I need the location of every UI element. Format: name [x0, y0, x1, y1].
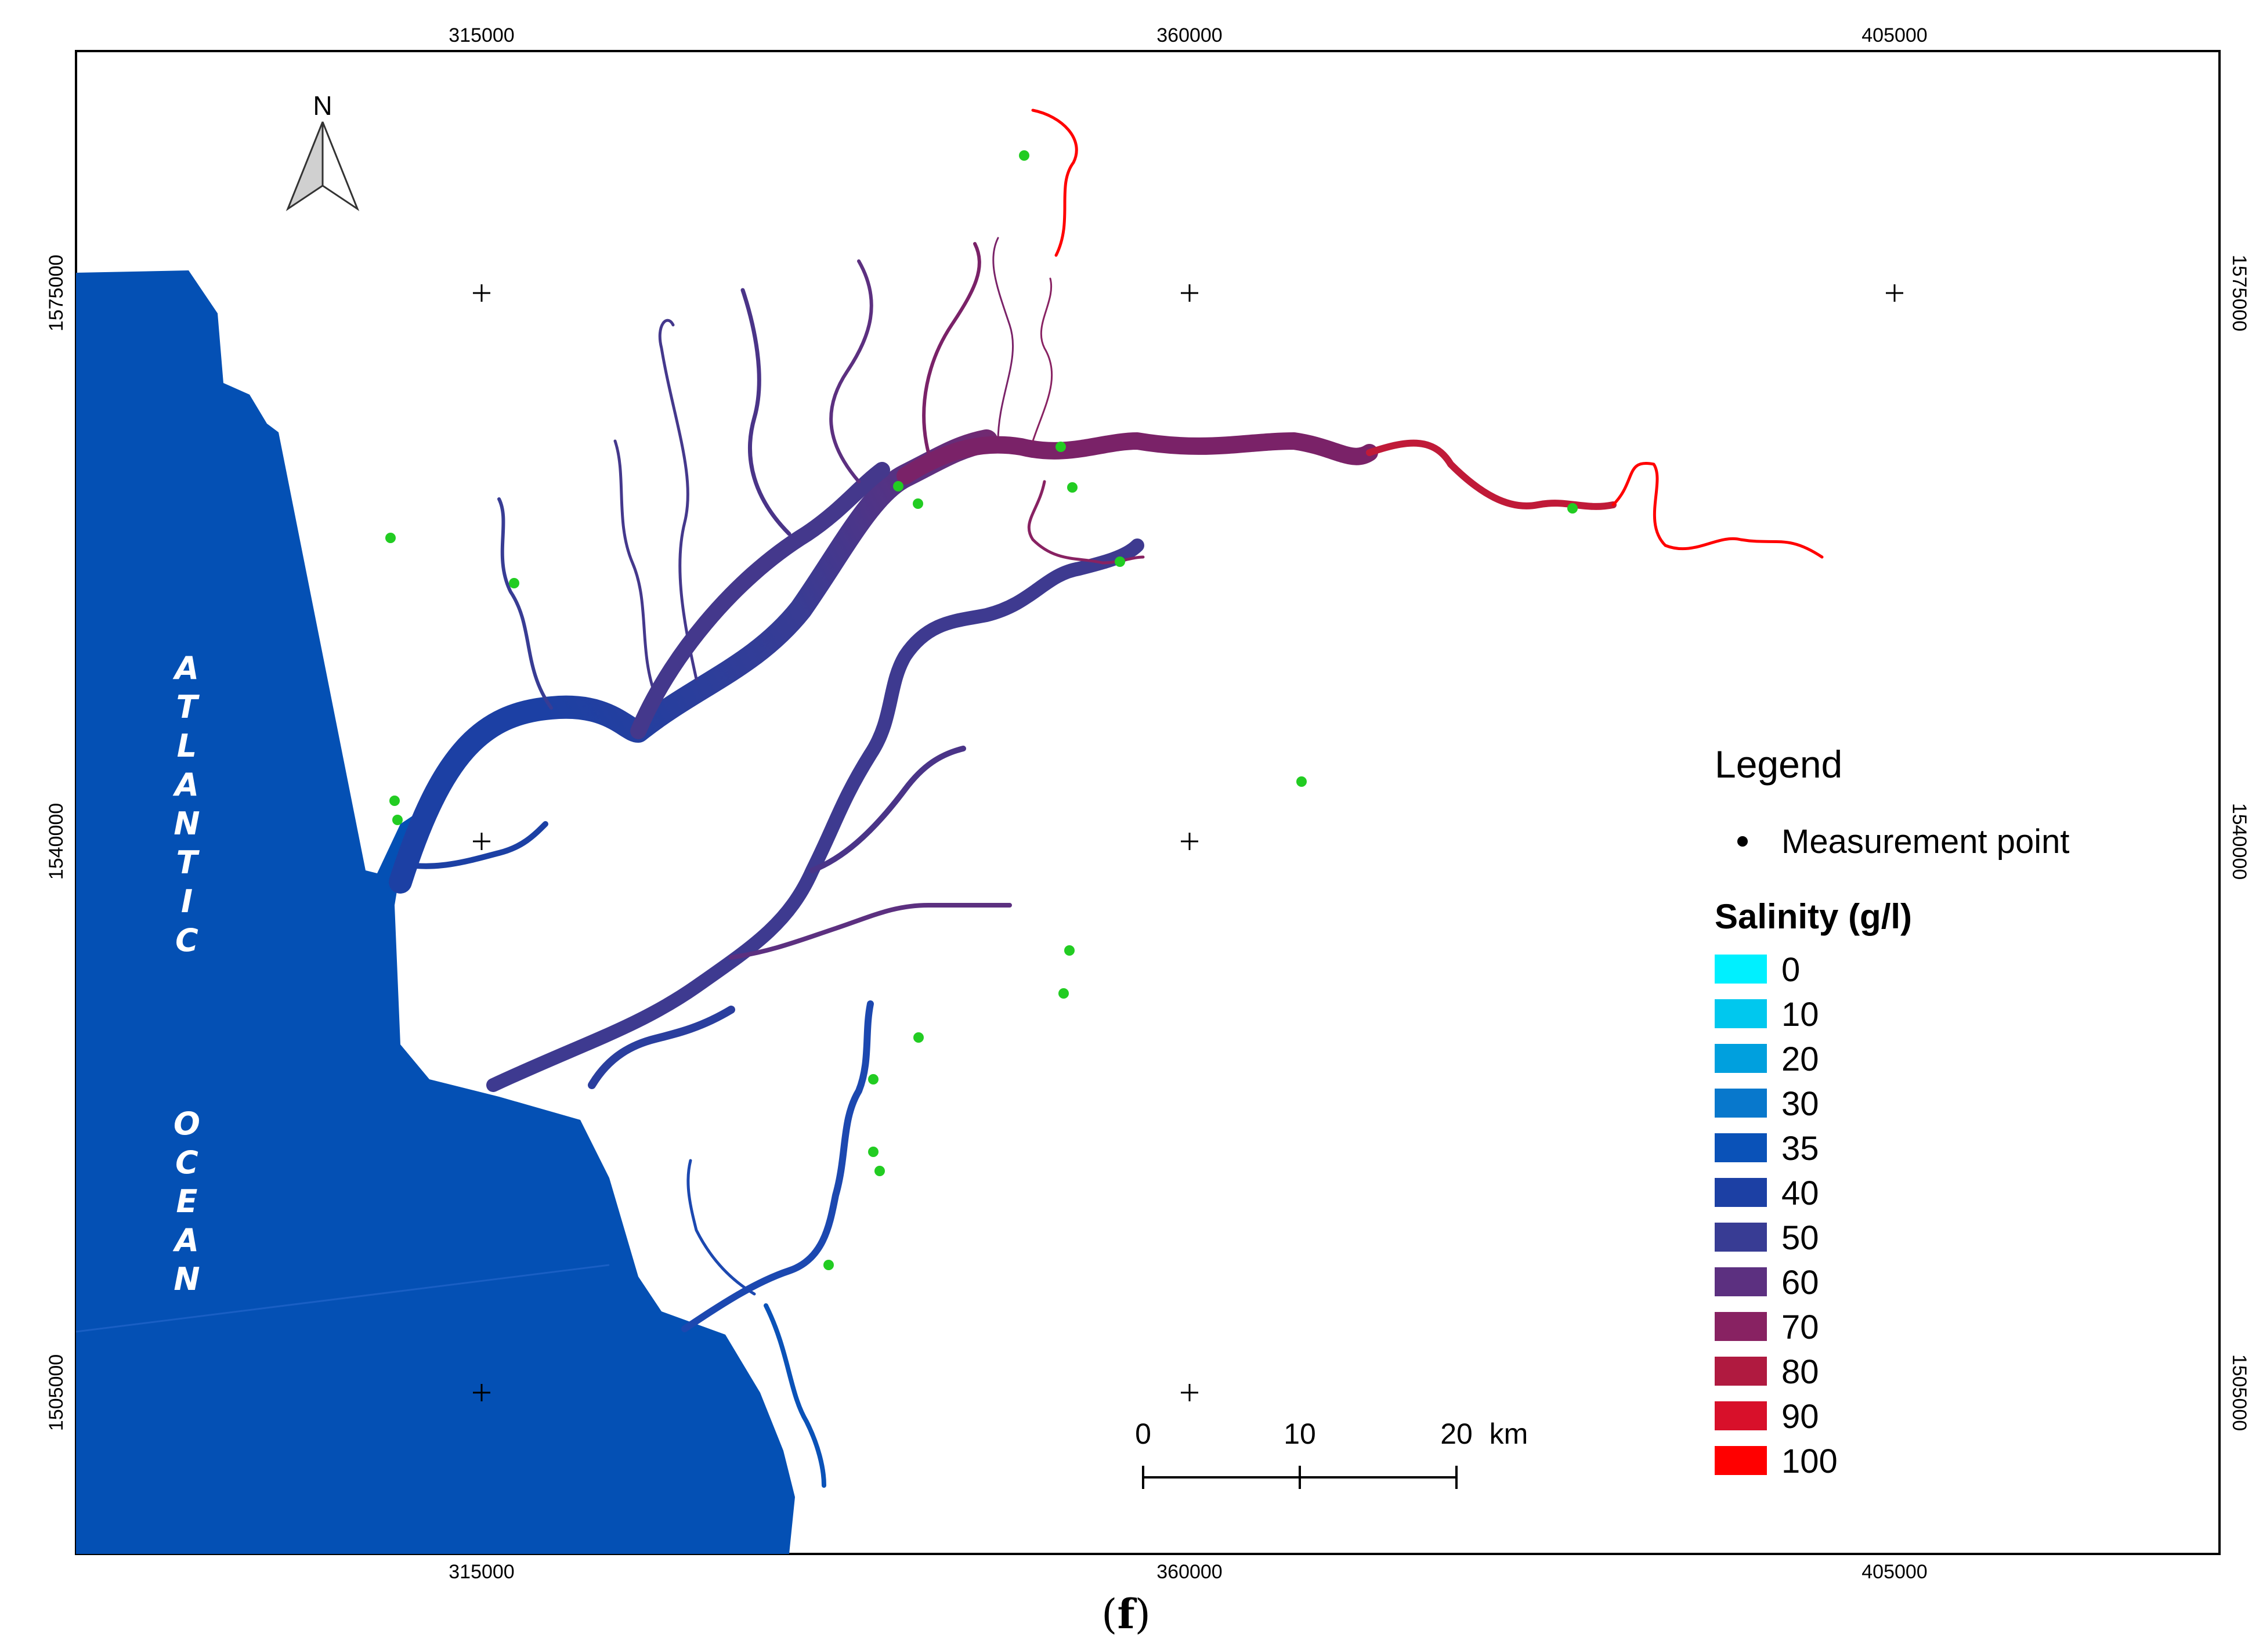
scale-unit: km	[1490, 1418, 1528, 1450]
x-tick-top-1: 315000	[449, 24, 514, 46]
y-tick-left-3: 1505000	[45, 1354, 67, 1431]
measurement-point	[913, 498, 923, 509]
ocean-letter: T	[176, 844, 200, 881]
legend-class-label: 40	[1781, 1174, 1819, 1212]
ocean-letter: A	[172, 650, 199, 686]
legend-class-label: 30	[1781, 1085, 1819, 1123]
north-label: N	[313, 91, 332, 121]
legend-class-label: 35	[1781, 1130, 1819, 1167]
measurement-point	[913, 1032, 924, 1043]
legend-class-label: 10	[1781, 996, 1819, 1033]
x-tick-bottom-1: 315000	[449, 1561, 514, 1583]
measurement-point	[868, 1147, 879, 1157]
legend-swatch	[1715, 1401, 1767, 1430]
legend-class-label: 90	[1781, 1398, 1819, 1436]
measurement-point	[385, 533, 396, 543]
legend-class-label: 100	[1781, 1443, 1838, 1480]
measurement-point	[509, 578, 519, 588]
ocean-letter: L	[177, 728, 197, 764]
grid-crosses	[473, 284, 1903, 1401]
legend-class-label: 80	[1781, 1353, 1819, 1391]
x-tick-top-3: 405000	[1861, 24, 1927, 46]
x-tick-top-2: 360000	[1156, 24, 1222, 46]
north-arrow: N	[285, 91, 360, 211]
y-tick-right-1: 1575000	[2228, 255, 2250, 331]
ocean-letter: O	[173, 1105, 200, 1142]
measurement-point	[874, 1166, 885, 1176]
measurement-point-legend-icon	[1737, 836, 1748, 847]
legend-class-label: 20	[1781, 1040, 1819, 1078]
y-tick-right-2: 1540000	[2228, 803, 2250, 880]
ocean-letter: N	[173, 805, 200, 842]
legend-swatch	[1715, 1312, 1767, 1341]
legend-swatch	[1715, 1357, 1767, 1386]
figure-label: (f)	[1101, 1590, 1151, 1638]
measurement-point	[1055, 442, 1066, 452]
legend-title: Legend	[1715, 743, 1842, 786]
ocean-letter: N	[173, 1261, 200, 1297]
ocean-letter: E	[176, 1183, 198, 1220]
legend-salinity-title: Salinity (g/l)	[1715, 897, 1912, 936]
measurement-point	[893, 481, 903, 491]
y-tick-left-1: 1575000	[45, 255, 67, 331]
y-tick-right-3: 1505000	[2228, 1354, 2250, 1431]
ocean-letter: T	[176, 689, 200, 725]
legend-swatch	[1715, 1133, 1767, 1162]
x-tick-bottom-2: 360000	[1156, 1561, 1222, 1583]
legend-swatch	[1715, 1178, 1767, 1207]
ocean-letter: A	[172, 1222, 199, 1259]
measurement-point	[1296, 776, 1307, 787]
ocean-seam	[75, 1264, 610, 1333]
scale-label-20: 20	[1440, 1418, 1473, 1450]
legend-swatch	[1715, 955, 1767, 984]
measurement-points	[385, 150, 1578, 1270]
legend-class-label: 70	[1781, 1308, 1819, 1346]
legend-class-label: 0	[1781, 951, 1800, 989]
measurement-point	[868, 1074, 879, 1085]
ocean-letter: I	[181, 883, 193, 920]
figure-letter: f	[1117, 1590, 1135, 1638]
legend-swatch	[1715, 1089, 1767, 1118]
measurement-point	[1019, 150, 1029, 161]
ocean-letter: C	[175, 1144, 198, 1181]
ocean-letter: C	[175, 922, 198, 959]
ocean-letter: A	[172, 767, 199, 803]
measurement-point	[1115, 556, 1125, 567]
scale-label-0: 0	[1135, 1418, 1151, 1450]
legend-measurement-label: Measurement point	[1781, 823, 2069, 861]
measurement-point	[1067, 482, 1078, 493]
scale-bar: 0 10 20 km	[1135, 1418, 1528, 1489]
legend-class-label: 60	[1781, 1264, 1819, 1302]
measurement-point	[1058, 988, 1069, 999]
measurement-point	[389, 796, 400, 806]
legend-swatch	[1715, 1267, 1767, 1296]
legend-class-label: 50	[1781, 1219, 1819, 1257]
legend: Legend Measurement point Salinity (g/l) …	[1715, 743, 2069, 1480]
scale-label-10: 10	[1284, 1418, 1316, 1450]
legend-swatch	[1715, 1044, 1767, 1073]
measurement-point	[1064, 945, 1075, 956]
measurement-point	[392, 815, 403, 825]
x-tick-bottom-3: 405000	[1861, 1561, 1927, 1583]
legend-swatch	[1715, 1446, 1767, 1475]
measurement-point	[1567, 503, 1578, 514]
legend-swatch	[1715, 999, 1767, 1028]
atlantic-ocean	[76, 270, 795, 1554]
legend-swatch	[1715, 1223, 1767, 1252]
measurement-point	[823, 1260, 834, 1270]
y-tick-left-2: 1540000	[45, 803, 67, 880]
